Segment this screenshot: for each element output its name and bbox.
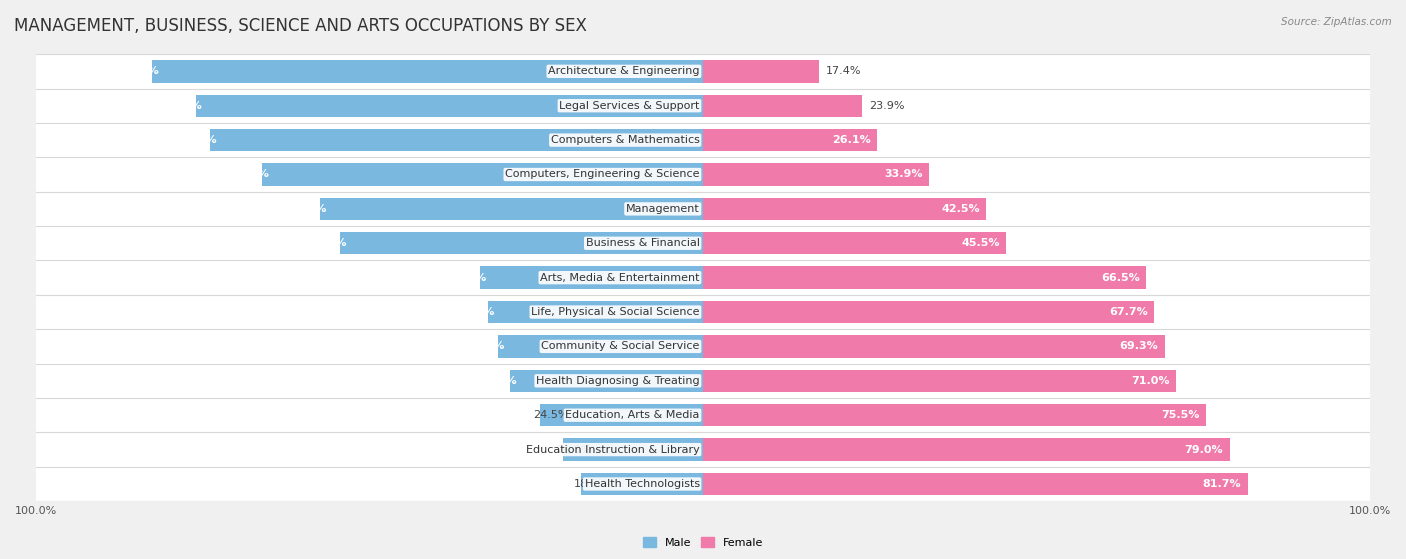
- Bar: [319, 198, 703, 220]
- Bar: [703, 267, 1146, 289]
- Bar: [703, 398, 1369, 433]
- Text: 23.9%: 23.9%: [869, 101, 904, 111]
- Text: Arts, Media & Entertainment: Arts, Media & Entertainment: [540, 273, 700, 283]
- Bar: [37, 433, 703, 467]
- Text: Business & Financial: Business & Financial: [586, 238, 700, 248]
- Bar: [703, 232, 1007, 254]
- Text: 26.1%: 26.1%: [831, 135, 870, 145]
- Text: 24.5%: 24.5%: [533, 410, 568, 420]
- Text: MANAGEMENT, BUSINESS, SCIENCE AND ARTS OCCUPATIONS BY SEX: MANAGEMENT, BUSINESS, SCIENCE AND ARTS O…: [14, 17, 586, 35]
- Bar: [37, 226, 703, 260]
- Bar: [703, 329, 1369, 364]
- Bar: [703, 123, 1369, 157]
- Text: 32.3%: 32.3%: [456, 307, 495, 317]
- Bar: [37, 88, 703, 123]
- Bar: [37, 329, 703, 364]
- Text: Community & Social Service: Community & Social Service: [541, 342, 700, 352]
- Bar: [37, 157, 703, 192]
- Bar: [703, 364, 1369, 398]
- Bar: [703, 335, 1166, 358]
- Bar: [152, 60, 703, 83]
- Bar: [581, 473, 703, 495]
- Bar: [703, 433, 1369, 467]
- Bar: [37, 295, 703, 329]
- Text: 17.4%: 17.4%: [825, 67, 862, 77]
- Text: Architecture & Engineering: Architecture & Engineering: [548, 67, 700, 77]
- Text: 76.1%: 76.1%: [163, 101, 202, 111]
- Text: 66.1%: 66.1%: [231, 169, 269, 179]
- Bar: [703, 88, 1369, 123]
- Text: 45.5%: 45.5%: [962, 238, 1000, 248]
- Text: 29.0%: 29.0%: [478, 376, 516, 386]
- Bar: [703, 301, 1154, 323]
- Bar: [703, 473, 1249, 495]
- Bar: [37, 54, 703, 88]
- Bar: [195, 94, 703, 117]
- Bar: [498, 335, 703, 358]
- Bar: [703, 129, 877, 151]
- Bar: [488, 301, 703, 323]
- Bar: [37, 123, 703, 157]
- Text: 18.3%: 18.3%: [574, 479, 610, 489]
- Text: Health Technologists: Health Technologists: [585, 479, 700, 489]
- Bar: [340, 232, 703, 254]
- Bar: [562, 438, 703, 461]
- Text: 82.6%: 82.6%: [120, 67, 159, 77]
- Text: 79.0%: 79.0%: [1184, 444, 1223, 454]
- Text: 66.5%: 66.5%: [1101, 273, 1140, 283]
- Legend: Male, Female: Male, Female: [643, 537, 763, 548]
- Bar: [703, 198, 987, 220]
- Text: 73.9%: 73.9%: [179, 135, 217, 145]
- Text: Life, Physical & Social Science: Life, Physical & Social Science: [531, 307, 700, 317]
- Bar: [703, 60, 820, 83]
- Text: 54.5%: 54.5%: [308, 238, 346, 248]
- Text: 81.7%: 81.7%: [1202, 479, 1241, 489]
- Text: 42.5%: 42.5%: [941, 204, 980, 214]
- Bar: [703, 438, 1230, 461]
- Bar: [37, 467, 703, 501]
- Text: Source: ZipAtlas.com: Source: ZipAtlas.com: [1281, 17, 1392, 27]
- Text: 57.5%: 57.5%: [288, 204, 326, 214]
- Bar: [703, 404, 1206, 427]
- Bar: [703, 94, 862, 117]
- Text: Management: Management: [626, 204, 700, 214]
- Text: 30.7%: 30.7%: [467, 342, 505, 352]
- Bar: [209, 129, 703, 151]
- Bar: [509, 369, 703, 392]
- Text: Health Diagnosing & Treating: Health Diagnosing & Treating: [536, 376, 700, 386]
- Text: Legal Services & Support: Legal Services & Support: [560, 101, 700, 111]
- Text: 33.5%: 33.5%: [449, 273, 486, 283]
- Text: Computers, Engineering & Science: Computers, Engineering & Science: [505, 169, 700, 179]
- Bar: [703, 467, 1369, 501]
- Bar: [703, 295, 1369, 329]
- Text: 75.5%: 75.5%: [1161, 410, 1199, 420]
- Bar: [37, 398, 703, 433]
- Text: Education, Arts & Media: Education, Arts & Media: [565, 410, 700, 420]
- Bar: [703, 157, 1369, 192]
- Bar: [703, 192, 1369, 226]
- Text: 71.0%: 71.0%: [1132, 376, 1170, 386]
- Bar: [479, 267, 703, 289]
- Bar: [703, 54, 1369, 88]
- Text: Education Instruction & Library: Education Instruction & Library: [526, 444, 700, 454]
- Bar: [703, 260, 1369, 295]
- Text: 33.9%: 33.9%: [884, 169, 922, 179]
- Bar: [37, 364, 703, 398]
- Bar: [703, 163, 929, 186]
- Bar: [37, 260, 703, 295]
- Bar: [540, 404, 703, 427]
- Text: Computers & Mathematics: Computers & Mathematics: [551, 135, 700, 145]
- Bar: [37, 192, 703, 226]
- Text: 69.3%: 69.3%: [1119, 342, 1159, 352]
- Text: 67.7%: 67.7%: [1109, 307, 1147, 317]
- Text: 21.0%: 21.0%: [557, 444, 592, 454]
- Bar: [262, 163, 703, 186]
- Bar: [703, 226, 1369, 260]
- Bar: [703, 369, 1177, 392]
